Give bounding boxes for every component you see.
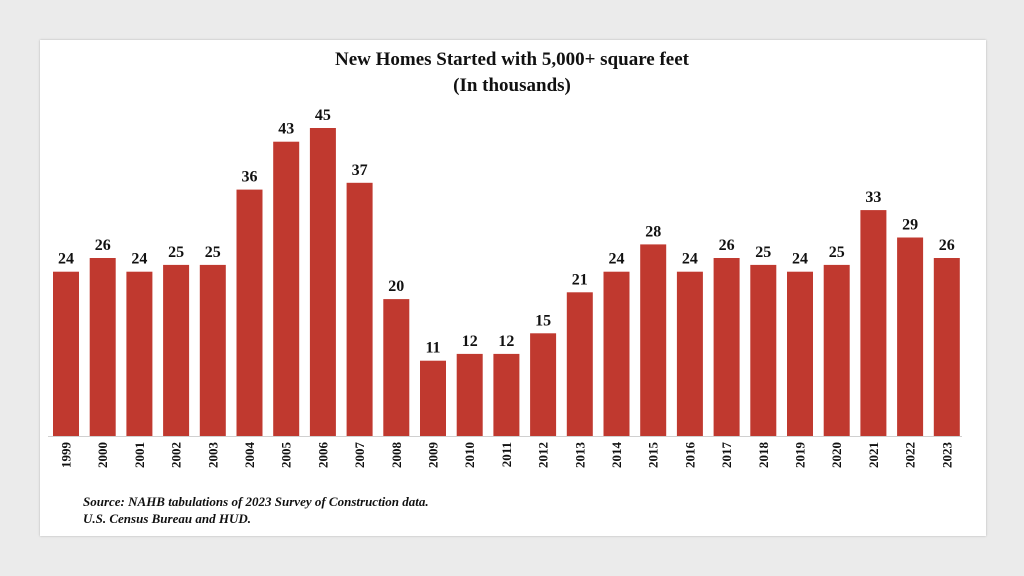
bar-2008 xyxy=(383,299,410,436)
data-label-2016: 24 xyxy=(682,251,698,268)
bar-2010 xyxy=(456,353,483,436)
bar-2004 xyxy=(236,189,263,436)
data-label-2017: 26 xyxy=(719,237,735,254)
data-label-2009: 11 xyxy=(425,340,440,357)
data-label-2001: 24 xyxy=(131,251,147,268)
source-line-1: Source: NAHB tabulations of 2023 Survey … xyxy=(83,494,429,509)
bar-2007 xyxy=(346,182,373,436)
bar-2003 xyxy=(199,264,226,436)
x-tick-2021: 2021 xyxy=(866,442,881,468)
data-label-2010: 12 xyxy=(462,333,478,350)
bar-2016 xyxy=(676,271,703,436)
bar-2011 xyxy=(493,353,520,436)
x-tick-2013: 2013 xyxy=(572,442,587,469)
bar-2022 xyxy=(897,237,924,436)
x-tick-2009: 2009 xyxy=(426,442,441,469)
x-tick-2014: 2014 xyxy=(609,442,624,469)
data-label-2018: 25 xyxy=(755,244,771,261)
bar-2021 xyxy=(860,210,887,436)
x-tick-2012: 2012 xyxy=(536,442,551,468)
bar-2023 xyxy=(933,258,960,436)
data-label-2004: 36 xyxy=(242,169,258,186)
chart-title: New Homes Started with 5,000+ square fee… xyxy=(334,49,689,70)
x-tick-2020: 2020 xyxy=(829,442,844,468)
data-label-2007: 37 xyxy=(352,162,368,179)
data-label-2022: 29 xyxy=(902,217,918,234)
x-tick-2018: 2018 xyxy=(756,442,771,469)
x-tick-2010: 2010 xyxy=(462,442,477,468)
x-tick-2015: 2015 xyxy=(646,442,661,469)
data-label-2014: 24 xyxy=(609,251,625,268)
x-tick-2005: 2005 xyxy=(279,442,294,469)
data-label-2005: 43 xyxy=(278,121,294,138)
data-label-2013: 21 xyxy=(572,271,588,288)
chart-subtitle: (In thousands) xyxy=(453,75,571,96)
bar-2019 xyxy=(787,271,813,436)
bar-2001 xyxy=(126,271,153,436)
bar-2015 xyxy=(640,244,667,436)
x-tick-2023: 2023 xyxy=(939,442,954,469)
data-label-2015: 28 xyxy=(645,223,661,240)
source-note: Source: NAHB tabulations of 2023 Survey … xyxy=(83,493,429,527)
x-tick-2001: 2001 xyxy=(132,442,147,468)
x-tick-2000: 2000 xyxy=(95,442,110,468)
data-label-2021: 33 xyxy=(865,189,881,206)
bar-2017 xyxy=(713,258,740,436)
bar-2005 xyxy=(273,141,300,436)
bar-2018 xyxy=(750,264,777,436)
data-label-2002: 25 xyxy=(168,244,184,261)
bar-2013 xyxy=(566,292,593,436)
x-tick-2006: 2006 xyxy=(315,442,330,469)
x-tick-2011: 2011 xyxy=(499,442,514,467)
data-label-2019: 24 xyxy=(792,251,808,268)
data-label-2008: 20 xyxy=(388,278,404,295)
data-label-2003: 25 xyxy=(205,244,221,261)
data-label-1999: 24 xyxy=(58,251,74,268)
source-line-2: U.S. Census Bureau and HUD. xyxy=(83,511,251,526)
bar-2006 xyxy=(309,128,336,436)
x-tick-2002: 2002 xyxy=(169,442,184,468)
x-tick-2003: 2003 xyxy=(205,442,220,469)
x-tick-1999: 1999 xyxy=(59,442,74,469)
bar-2002 xyxy=(163,264,190,436)
bar-2000 xyxy=(89,258,116,436)
bar-1999 xyxy=(53,271,79,436)
data-label-2012: 15 xyxy=(535,312,551,329)
x-tick-2022: 2022 xyxy=(903,442,918,468)
x-tick-2017: 2017 xyxy=(719,442,734,469)
bar-2020 xyxy=(823,264,850,436)
x-tick-2004: 2004 xyxy=(242,442,257,469)
data-label-2011: 12 xyxy=(498,333,514,350)
bar-2014 xyxy=(603,271,630,436)
data-label-2023: 26 xyxy=(939,237,955,254)
data-label-2000: 26 xyxy=(95,237,111,254)
x-tick-2016: 2016 xyxy=(682,442,697,469)
x-tick-2007: 2007 xyxy=(352,442,367,469)
bar-2009 xyxy=(420,360,446,436)
x-tick-2019: 2019 xyxy=(793,442,808,469)
bar-2012 xyxy=(530,333,557,436)
data-label-2020: 25 xyxy=(829,244,845,261)
x-tick-2008: 2008 xyxy=(389,442,404,469)
data-label-2006: 45 xyxy=(315,107,331,124)
